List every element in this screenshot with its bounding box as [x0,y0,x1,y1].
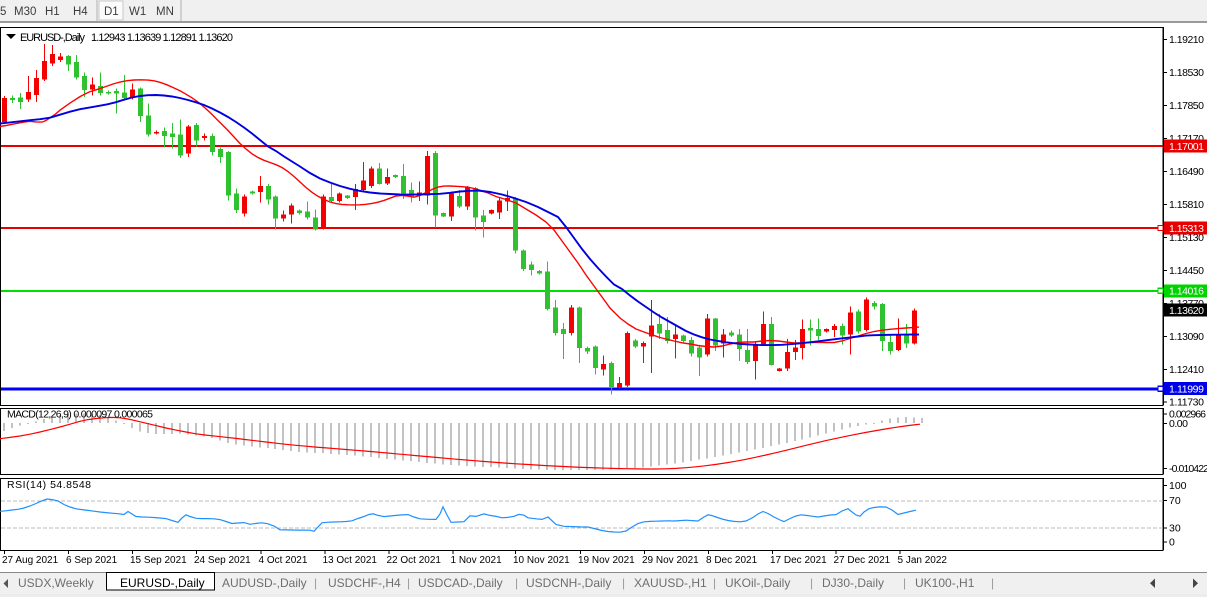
svg-text:30: 30 [1169,522,1181,534]
svg-text:0.002966: 0.002966 [1169,409,1206,421]
svg-text:MN: MN [156,6,174,18]
svg-text:0: 0 [1169,536,1175,548]
svg-text:19 Nov 2021: 19 Nov 2021 [578,555,635,566]
svg-text:W1: W1 [129,6,146,18]
svg-text:H1: H1 [45,6,60,18]
svg-text:EURUSD-,Daily: EURUSD-,Daily [20,32,86,44]
svg-text:1.15130: 1.15130 [1169,232,1204,244]
svg-text:1 Nov 2021: 1 Nov 2021 [451,555,503,566]
svg-text:1.17001: 1.17001 [1169,141,1204,153]
svg-text:-0.010422: -0.010422 [1169,463,1207,475]
svg-text:M30: M30 [14,6,36,18]
svg-text:DJ30-,Daily: DJ30-,Daily [822,576,884,590]
svg-text:1.17850: 1.17850 [1169,100,1204,112]
svg-text:0.00: 0.00 [1169,418,1188,430]
svg-text:1.12410: 1.12410 [1169,364,1204,376]
svg-text:UKOil-,Daily: UKOil-,Daily [725,576,790,590]
svg-text:|: | [622,576,625,590]
svg-text:USDX,Weekly: USDX,Weekly [18,576,94,590]
svg-text:5 Jan 2022: 5 Jan 2022 [898,555,948,566]
svg-text:1.19210: 1.19210 [1169,34,1204,46]
svg-text:13 Oct 2021: 13 Oct 2021 [323,555,378,566]
svg-text:UK100-,H1: UK100-,H1 [915,576,975,590]
svg-text:1.11999: 1.11999 [1169,384,1204,396]
svg-text:EURUSD-,Daily: EURUSD-,Daily [120,576,205,590]
svg-text:|: | [314,576,317,590]
svg-text:D1: D1 [104,6,119,18]
svg-text:1.11730: 1.11730 [1169,397,1204,409]
svg-text:100: 100 [1169,480,1187,492]
svg-text:24 Sep 2021: 24 Sep 2021 [194,555,251,566]
svg-text:1.15810: 1.15810 [1169,199,1204,211]
svg-text:|: | [903,576,906,590]
svg-text:29 Nov 2021: 29 Nov 2021 [642,555,699,566]
svg-text:22 Oct 2021: 22 Oct 2021 [387,555,442,566]
svg-text:1.13090: 1.13090 [1169,331,1204,343]
svg-text:1.14016: 1.14016 [1169,286,1204,298]
svg-text:|: | [515,576,518,590]
svg-text:10 Nov 2021: 10 Nov 2021 [513,555,570,566]
svg-text:1.14450: 1.14450 [1169,265,1204,277]
svg-text:1.15313: 1.15313 [1169,223,1204,235]
svg-text:17 Dec 2021: 17 Dec 2021 [770,555,827,566]
svg-text:USDCNH-,Daily: USDCNH-,Daily [526,576,611,590]
svg-text:|: | [407,576,410,590]
svg-text:|: | [810,576,813,590]
svg-text:1.13620: 1.13620 [1169,305,1204,317]
svg-text:70: 70 [1169,495,1181,507]
svg-text:6 Sep 2021: 6 Sep 2021 [66,555,118,566]
svg-text:27 Aug 2021: 27 Aug 2021 [2,555,59,566]
svg-text:1.12943 1.13639 1.12891 1.1362: 1.12943 1.13639 1.12891 1.13620 [91,32,233,44]
svg-text:5: 5 [0,6,6,18]
svg-text:8 Dec 2021: 8 Dec 2021 [706,555,758,566]
svg-text:15 Sep 2021: 15 Sep 2021 [130,555,187,566]
svg-text:|: | [991,576,994,590]
svg-text:RSI(14) 54.8548: RSI(14) 54.8548 [7,479,91,491]
svg-text:USDCAD-,Daily: USDCAD-,Daily [418,576,503,590]
svg-text:27 Dec 2021: 27 Dec 2021 [834,555,891,566]
svg-text:1.16490: 1.16490 [1169,166,1204,178]
svg-text:XAUUSD-,H1: XAUUSD-,H1 [634,576,707,590]
svg-text:H4: H4 [73,6,88,18]
svg-text:AUDUSD-,Daily: AUDUSD-,Daily [222,576,307,590]
svg-text:USDCHF-,H4: USDCHF-,H4 [328,576,401,590]
svg-text:|: | [713,576,716,590]
svg-text:4 Oct 2021: 4 Oct 2021 [259,555,308,566]
svg-text:MACD(12,26,9) 0.000097 0.00006: MACD(12,26,9) 0.000097 0.000065 [7,409,153,421]
svg-text:1.18530: 1.18530 [1169,67,1204,79]
